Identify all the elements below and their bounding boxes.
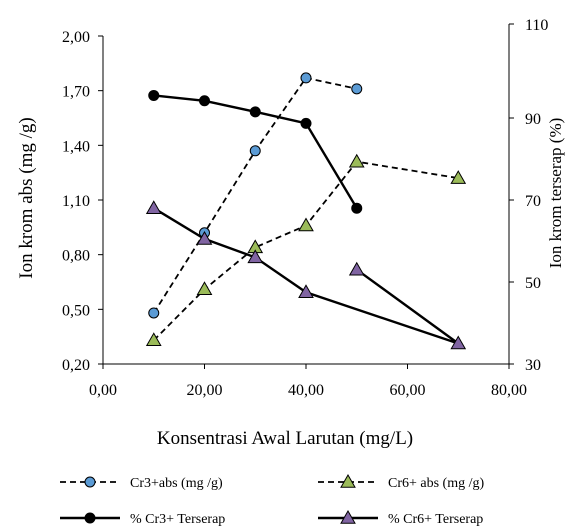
legend-label: Cr6+ abs (mg /g) bbox=[388, 476, 484, 491]
y-left-tick-label: 0,20 bbox=[62, 357, 90, 374]
data-point bbox=[351, 202, 363, 214]
data-point bbox=[298, 217, 314, 232]
data-point bbox=[450, 170, 467, 184]
y-right-tick-label: 110 bbox=[525, 17, 548, 34]
data-point bbox=[148, 307, 160, 319]
x-tick-label: 40,00 bbox=[288, 382, 324, 399]
legend-entry: Cr3+abs (mg /g) bbox=[60, 476, 223, 491]
x-tick-label: 20,00 bbox=[187, 382, 223, 399]
data-point bbox=[450, 335, 467, 350]
legend-label: Cr3+abs (mg /g) bbox=[130, 476, 223, 491]
legend-marker bbox=[340, 509, 356, 524]
data-point bbox=[300, 117, 312, 129]
legend-marker bbox=[340, 473, 356, 488]
axes bbox=[98, 23, 514, 369]
data-point bbox=[348, 261, 365, 276]
series-line bbox=[153, 160, 459, 341]
y-axis-left-title: Ion krom abs (mg /g) bbox=[16, 117, 37, 278]
y-right-tick-label: 90 bbox=[525, 111, 541, 128]
data-point bbox=[249, 106, 261, 118]
legend-label: % Cr6+ Terserap bbox=[388, 512, 483, 527]
x-tick-label: 80,00 bbox=[491, 382, 527, 399]
y-left-tick-label: 0,50 bbox=[62, 302, 90, 319]
data-point bbox=[196, 281, 213, 296]
data-point bbox=[145, 332, 162, 347]
legend-marker bbox=[84, 512, 96, 524]
y-right-tick-label: 70 bbox=[525, 193, 541, 210]
legend-entry: Cr6+ abs (mg /g) bbox=[318, 473, 484, 491]
series-4 bbox=[145, 200, 467, 350]
legend: Cr3+abs (mg /g) Cr6+ abs (mg /g) % Cr3+ Te… bbox=[60, 473, 484, 527]
y-left-tick-label: 0,80 bbox=[62, 248, 90, 265]
y-right-tick-label: 50 bbox=[525, 275, 541, 292]
series-layer bbox=[145, 72, 467, 350]
legend-marker bbox=[84, 476, 96, 488]
y-axis-right-title: Ion krom terserap (%) bbox=[546, 118, 565, 269]
x-tick-label: 0,00 bbox=[89, 382, 117, 399]
y-left-tick-label: 1,40 bbox=[62, 138, 90, 155]
data-point bbox=[351, 83, 363, 95]
data-point bbox=[348, 153, 365, 168]
data-point bbox=[249, 145, 261, 157]
legend-entry: % Cr6+ Terserap bbox=[318, 509, 483, 527]
y-right-tick-label: 30 bbox=[525, 357, 541, 374]
data-point bbox=[148, 89, 160, 101]
axis-titles: Konsentrasi Awal Larutan (mg/L) Ion krom… bbox=[16, 117, 565, 449]
y-left-tick-label: 1,70 bbox=[62, 84, 90, 101]
x-tick-label: 60,00 bbox=[390, 382, 426, 399]
data-point bbox=[300, 72, 312, 84]
data-point bbox=[199, 95, 210, 107]
x-axis-title: Konsentrasi Awal Larutan (mg/L) bbox=[157, 428, 413, 449]
legend-label: % Cr3+ Terserap bbox=[130, 512, 225, 527]
tick-labels: 0,00 20,00 40,00 60,00 80,00 0,20 0,50 0,80 1,10… bbox=[62, 17, 548, 399]
y-left-tick-label: 2,00 bbox=[62, 29, 90, 46]
data-point bbox=[298, 284, 314, 298]
legend-entry: % Cr3+ Terserap bbox=[60, 512, 225, 527]
data-point bbox=[145, 200, 162, 214]
series-line bbox=[153, 207, 460, 345]
data-point bbox=[196, 230, 213, 245]
y-left-tick-label: 1,10 bbox=[62, 193, 90, 210]
data-point bbox=[247, 249, 264, 264]
series-3 bbox=[148, 89, 363, 214]
